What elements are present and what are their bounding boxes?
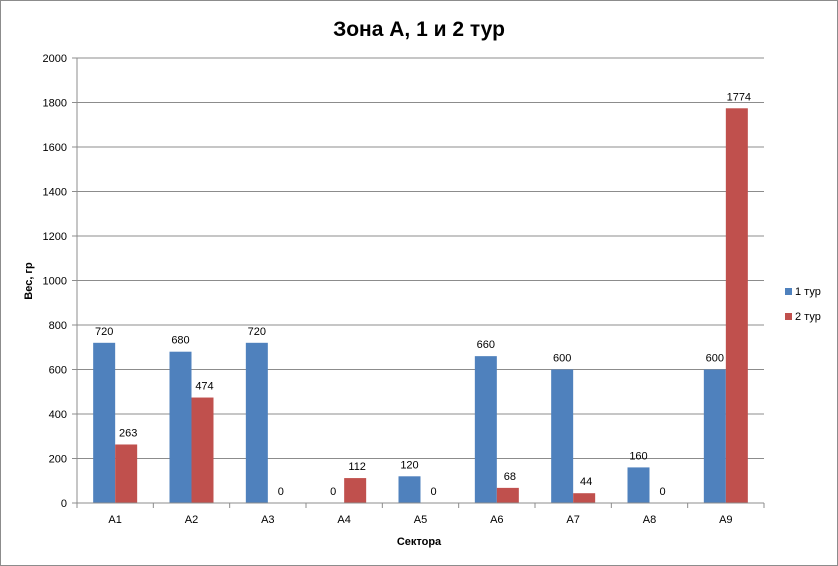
y-axis-title: Вес, гр [23, 262, 35, 300]
data-label: 0 [659, 486, 665, 498]
bar-tour1 [551, 369, 574, 503]
bar-tour2 [344, 478, 367, 503]
bar-tour1 [474, 356, 497, 503]
data-label: 680 [171, 335, 189, 347]
bar-tour2 [573, 493, 596, 503]
data-label: 120 [400, 459, 418, 471]
x-tick-label: А8 [643, 514, 656, 526]
x-tick-label: А6 [490, 514, 503, 526]
bar-tour1 [398, 476, 421, 503]
bars [93, 108, 748, 503]
x-tick-label: А4 [337, 514, 350, 526]
x-axis-ticks: А1 А2 А3 А4 А5 А6 А7 А8 А9 [76, 503, 765, 526]
data-label: 600 [706, 353, 724, 365]
data-labels: 720 263 680 474 720 0 0 112 120 0 660 68 600 44 160 0 60… [95, 91, 751, 498]
data-label: 720 [95, 326, 113, 338]
y-tick-label: 1200 [43, 231, 67, 243]
bar-tour1 [703, 369, 726, 503]
y-tick-label: 1400 [43, 187, 67, 199]
bar-tour2 [496, 487, 519, 503]
bar-tour1 [627, 467, 650, 503]
y-axis-ticks: 0 200 400 600 800 1000 1200 1400 1600 1800 2000 [43, 53, 77, 510]
bar-tour2 [725, 108, 748, 503]
bar-tour1 [245, 342, 268, 503]
bar-tour1 [169, 351, 192, 503]
data-label: 263 [119, 427, 137, 439]
legend-label: 2 тур [795, 311, 821, 323]
x-axis-title: Сектора [397, 536, 442, 548]
x-tick-label: А1 [108, 514, 121, 526]
data-label: 0 [278, 486, 284, 498]
chart-title: Зона А, 1 и 2 тур [333, 18, 505, 41]
y-tick-label: 400 [49, 409, 67, 421]
data-label: 112 [348, 461, 366, 473]
bar-tour1 [93, 342, 116, 503]
y-tick-label: 200 [49, 454, 67, 466]
data-label: 474 [195, 381, 213, 393]
legend-label: 1 тур [795, 286, 821, 298]
x-tick-label: А5 [414, 514, 427, 526]
x-tick-label: А7 [566, 514, 579, 526]
y-tick-label: 600 [49, 365, 67, 377]
axes [76, 58, 764, 504]
data-label: 0 [330, 486, 336, 498]
legend-swatch [785, 288, 792, 295]
data-label: 68 [504, 471, 516, 483]
data-label: 720 [248, 326, 266, 338]
y-tick-label: 800 [49, 320, 67, 332]
legend: 1 тур 2 тур [785, 286, 821, 323]
data-label: 44 [580, 476, 592, 488]
x-tick-label: А3 [261, 514, 274, 526]
data-label: 1774 [727, 91, 751, 103]
bar-tour2 [115, 444, 138, 503]
data-label: 0 [430, 486, 436, 498]
x-tick-label: А2 [185, 514, 198, 526]
y-tick-label: 1600 [43, 142, 67, 154]
data-label: 160 [629, 450, 647, 462]
x-tick-label: А9 [719, 514, 732, 526]
legend-swatch [785, 313, 792, 320]
data-label: 660 [477, 339, 495, 351]
data-label: 600 [553, 353, 571, 365]
y-tick-label: 0 [61, 498, 67, 510]
bar-tour2 [191, 397, 214, 503]
y-tick-label: 1800 [43, 98, 67, 110]
y-tick-label: 1000 [43, 276, 67, 288]
y-tick-label: 2000 [43, 53, 67, 65]
